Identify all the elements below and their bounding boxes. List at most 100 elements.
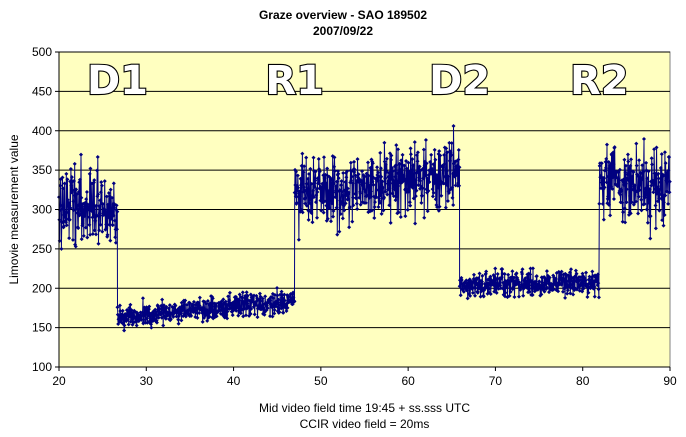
data-point <box>402 163 407 168</box>
data-point <box>456 157 461 162</box>
data-point <box>59 203 64 208</box>
data-point <box>226 294 231 299</box>
data-point <box>76 189 81 194</box>
data-point <box>488 274 493 279</box>
data-point <box>304 181 309 186</box>
data-point <box>592 294 597 299</box>
data-point <box>257 297 262 302</box>
data-point <box>476 276 481 281</box>
data-point <box>227 298 232 303</box>
data-point <box>297 194 302 199</box>
data-point <box>107 194 112 199</box>
data-point <box>480 273 485 278</box>
data-point <box>167 303 172 308</box>
data-point <box>433 157 438 162</box>
data-point <box>396 210 401 215</box>
data-point <box>542 289 547 294</box>
data-point <box>296 237 301 242</box>
data-point <box>481 294 486 299</box>
data-point <box>363 200 368 205</box>
data-point <box>664 189 669 194</box>
data-point <box>178 311 183 316</box>
data-point <box>341 170 346 175</box>
data-point <box>84 197 89 202</box>
data-point <box>636 211 641 216</box>
data-point <box>371 182 376 187</box>
data-point <box>616 180 621 185</box>
data-point <box>211 309 216 314</box>
data-point <box>302 164 307 169</box>
data-point <box>507 293 512 298</box>
data-point <box>569 267 574 272</box>
data-point <box>386 174 391 179</box>
x-tick-label: 40 <box>227 374 241 388</box>
data-point <box>389 153 394 158</box>
data-point <box>451 124 456 129</box>
data-point <box>160 297 165 302</box>
data-point <box>597 201 602 206</box>
x-tick-label: 50 <box>314 374 328 388</box>
data-point <box>210 296 215 301</box>
data-point <box>422 215 427 220</box>
data-point <box>527 289 532 294</box>
y-ticks: 100 150 200 250 300 350 400 450 500 <box>32 45 59 374</box>
data-point <box>115 305 120 310</box>
data-point <box>64 171 69 176</box>
data-point <box>437 149 442 154</box>
data-point <box>112 218 117 223</box>
data-point <box>506 272 511 277</box>
data-point <box>271 296 276 301</box>
data-point <box>65 197 70 202</box>
data-point <box>331 181 336 186</box>
x-tick-label: 20 <box>52 374 66 388</box>
data-point <box>224 312 229 317</box>
data-point <box>331 214 336 219</box>
data-point <box>655 199 660 204</box>
data-point <box>612 145 617 150</box>
data-point <box>122 328 127 333</box>
data-point <box>411 182 416 187</box>
data-point <box>458 293 463 298</box>
event-label-r2: R2 <box>570 58 629 104</box>
data-point <box>374 188 379 193</box>
data-point <box>493 266 498 271</box>
data-point <box>381 208 386 213</box>
data-point <box>470 290 475 295</box>
data-point <box>238 311 243 316</box>
data-point <box>425 209 430 214</box>
data-point <box>447 140 452 145</box>
data-point <box>97 228 102 233</box>
data-point <box>660 218 665 223</box>
data-point <box>596 287 601 292</box>
data-point <box>323 199 328 204</box>
data-point <box>326 189 331 194</box>
data-point <box>608 162 613 167</box>
data-point <box>95 155 100 160</box>
data-point <box>597 163 602 168</box>
data-point <box>420 193 425 198</box>
data-point <box>649 156 654 161</box>
data-point <box>342 208 347 213</box>
data-point <box>637 188 642 193</box>
data-point <box>364 193 369 198</box>
data-point <box>586 282 591 287</box>
data-point <box>221 297 226 302</box>
data-point <box>191 299 196 304</box>
data-point <box>667 190 672 195</box>
data-point <box>486 281 491 286</box>
data-point <box>648 214 653 219</box>
data-point <box>432 147 437 152</box>
data-point <box>281 310 286 315</box>
data-point <box>625 152 630 157</box>
data-point <box>403 214 408 219</box>
data-point <box>282 298 287 303</box>
data-point <box>419 200 424 205</box>
data-point <box>304 155 309 160</box>
data-point <box>300 210 305 215</box>
data-point <box>112 205 117 210</box>
data-point <box>217 305 222 310</box>
data-point <box>391 178 396 183</box>
data-point <box>348 160 353 165</box>
data-point <box>372 216 377 221</box>
data-point <box>260 296 265 301</box>
